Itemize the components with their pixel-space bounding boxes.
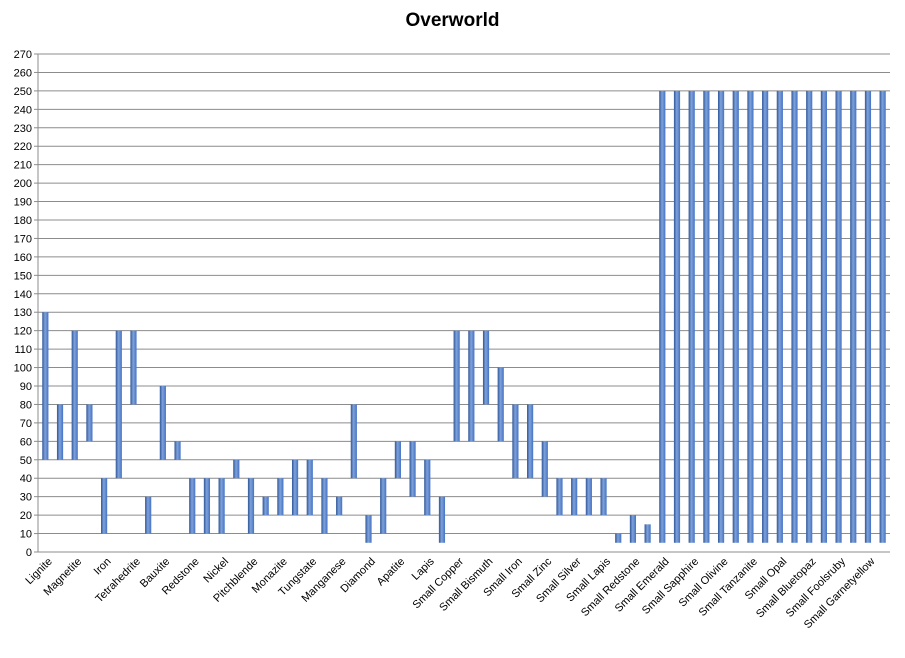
range-bar [174,441,181,460]
range-bar [482,330,490,405]
y-tick-label: 50 [20,455,32,467]
y-tick-label: 110 [14,344,32,356]
y-tick-label: 60 [20,436,32,448]
range-bar [56,404,64,460]
range-bar [673,90,681,543]
y-tick-label: 10 [20,529,32,541]
y-tick-label: 180 [14,215,32,227]
chart-title: Overworld [405,10,500,31]
range-bar [145,496,152,534]
range-bar [820,90,827,543]
y-tick-label: 250 [14,86,32,98]
range-bar [453,330,460,442]
y-tick-label: 0 [26,547,32,559]
y-tick-label: 30 [20,492,32,504]
y-tick-label: 210 [14,160,32,172]
range-bar [262,496,269,516]
range-bar [394,441,401,479]
range-bar [762,90,769,543]
y-tick-label: 90 [20,381,32,393]
y-tick-label: 80 [20,399,32,411]
range-bar [321,478,328,534]
range-bar [233,459,240,479]
range-bar [644,524,651,543]
range-bar [159,386,166,460]
y-tick-label: 40 [20,473,32,485]
range-bar [732,90,739,543]
y-tick-label: 260 [14,67,32,79]
range-bar [600,478,607,516]
y-tick-label: 150 [14,270,32,282]
y-tick-label: 100 [14,363,32,375]
range-bar [86,404,93,442]
range-bar [835,90,842,543]
range-bar [541,441,548,497]
range-bar [247,478,255,534]
range-bar [306,459,313,516]
y-tick-label: 20 [20,510,32,522]
x-category-label: Apatite [375,556,408,589]
range-bar [688,90,695,543]
y-tick-label: 120 [14,326,32,338]
range-bar [791,90,798,543]
range-bar [629,515,637,543]
y-tick-label: 140 [14,289,32,301]
range-bar [527,404,534,479]
y-tick-label: 170 [14,233,32,245]
range-bar [42,312,49,460]
y-tick-label: 270 [14,49,32,61]
range-bar [468,330,475,442]
y-tick-label: 240 [14,104,32,116]
range-bar [438,496,446,543]
range-bar [850,90,857,543]
y-tick-label: 190 [14,197,32,209]
range-bar [277,478,284,516]
range-bar [806,90,813,543]
range-bar [130,330,137,405]
x-category-label: Iron [92,556,114,578]
range-bar [615,533,622,543]
range-bar [336,496,343,516]
range-bar [380,478,387,534]
range-bar [291,459,299,516]
range-bar [101,478,108,534]
y-tick-label: 130 [14,307,32,319]
range-bar [717,90,725,543]
range-bar [879,90,886,543]
range-bar [571,478,578,516]
y-tick-label: 70 [20,418,32,430]
y-tick-label: 230 [14,123,32,135]
range-bar [585,478,592,516]
range-bar [776,90,783,543]
range-bar [189,478,196,534]
range-bar [556,478,563,516]
range-bar [409,441,416,497]
range-bar [747,90,754,543]
range-bar [350,404,357,479]
range-bar [115,330,122,479]
range-bar [218,478,225,534]
range-bar [203,478,211,534]
range-bar [703,90,710,543]
range-bar [659,90,666,543]
range-bar [424,459,431,516]
y-tick-label: 200 [14,178,32,190]
range-bar [71,330,78,460]
range-bar [864,90,872,543]
range-bar [497,367,504,442]
range-bar [512,404,519,479]
y-tick-label: 220 [14,141,32,153]
x-category-label: Lapis [410,555,437,582]
range-bar [365,515,372,543]
y-tick-label: 160 [14,252,32,264]
